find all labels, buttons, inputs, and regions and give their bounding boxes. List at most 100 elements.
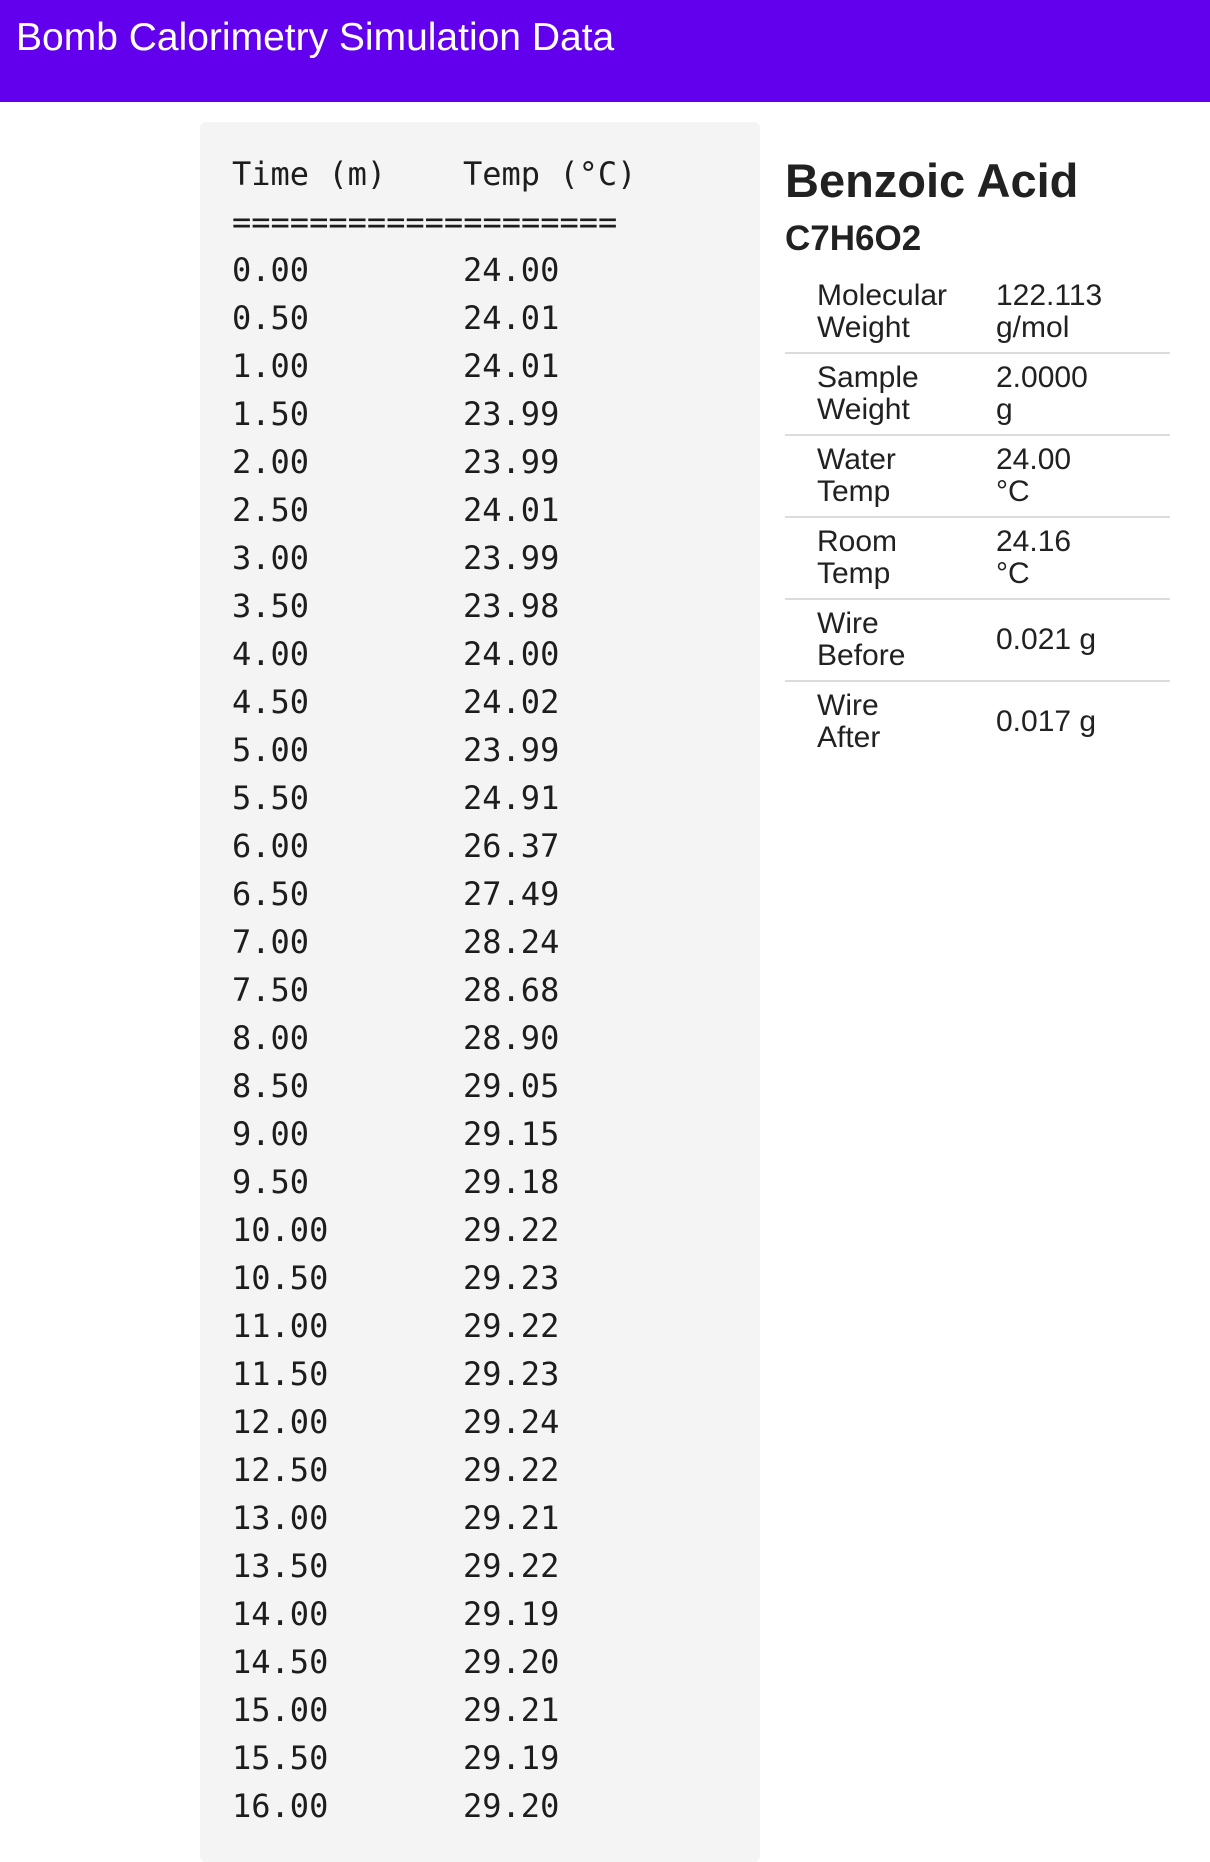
data-header-separator: ====================: [232, 203, 618, 241]
property-label-line: Wire: [817, 689, 879, 722]
data-row: 10.50 29.23: [232, 1254, 636, 1302]
temp-value: 23.99: [463, 731, 560, 769]
temp-value: 28.90: [463, 1019, 560, 1057]
data-row: 12.00 29.24: [232, 1398, 636, 1446]
compound-formula: C7H6O2: [785, 219, 922, 258]
data-row: 15.00 29.21: [232, 1686, 636, 1734]
property-label-line: Before: [817, 639, 906, 672]
property-label-line: Weight: [817, 393, 910, 426]
property-value-line: 24.00: [996, 443, 1072, 476]
data-row: 2.00 23.99: [232, 438, 636, 486]
data-row: 1.00 24.01: [232, 342, 636, 390]
property-label-line: Weight: [817, 311, 910, 344]
temp-value: 24.00: [463, 251, 560, 289]
compound-info: Benzoic Acid C7H6O2 Molecular Weight 122.1…: [785, 148, 1170, 762]
property-value-line: 2.0000: [996, 361, 1088, 394]
data-row: 16.00 29.20: [232, 1782, 636, 1830]
time-value: 10.00: [232, 1211, 329, 1249]
data-row: 9.00 29.15: [232, 1110, 636, 1158]
property-label: Room Temp: [785, 517, 990, 599]
time-value: 6.50: [232, 875, 310, 913]
temp-value: 24.01: [463, 491, 560, 529]
temp-value: 24.01: [463, 347, 560, 385]
property-value: 122.113 g/mol: [990, 272, 1170, 353]
time-value: 1.00: [232, 347, 310, 385]
temp-value: 23.98: [463, 587, 560, 625]
temp-value: 24.02: [463, 683, 560, 721]
time-value: 3.50: [232, 587, 310, 625]
property-label-line: After: [817, 721, 881, 754]
property-label: Wire After: [785, 681, 990, 762]
data-row: 9.50 29.18: [232, 1158, 636, 1206]
property-value-line: 0.017 g: [996, 705, 1097, 738]
time-value: 4.50: [232, 683, 310, 721]
property-value-line: °C: [996, 475, 1030, 508]
temp-value: 24.01: [463, 299, 560, 337]
property-label-line: Sample: [817, 361, 919, 394]
compound-name: Benzoic Acid: [785, 154, 1079, 207]
property-label: Sample Weight: [785, 353, 990, 435]
data-row: 8.50 29.05: [232, 1062, 636, 1110]
time-value: 7.50: [232, 971, 310, 1009]
temp-value: 29.18: [463, 1163, 560, 1201]
temperature-data-listing: Time (m) Temp (°C) ==================== 0…: [232, 150, 636, 1830]
temp-value: 24.91: [463, 779, 560, 817]
app-bar: Bomb Calorimetry Simulation Data: [0, 0, 1210, 102]
data-row: 5.00 23.99: [232, 726, 636, 774]
time-value: 2.50: [232, 491, 310, 529]
time-value: 13.50: [232, 1547, 329, 1585]
temp-value: 29.19: [463, 1739, 560, 1777]
property-value: 0.017 g: [990, 681, 1170, 762]
temp-value: 29.22: [463, 1451, 560, 1489]
data-header-row: Time (m) Temp (°C): [232, 150, 636, 198]
time-value: 14.50: [232, 1643, 329, 1681]
property-label-line: Temp: [817, 557, 891, 590]
data-row: 7.50 28.68: [232, 966, 636, 1014]
time-value: 11.50: [232, 1355, 329, 1393]
temp-value: 23.99: [463, 443, 560, 481]
time-column-header: Time (m): [232, 155, 387, 193]
data-row: 13.50 29.22: [232, 1542, 636, 1590]
time-value: 7.00: [232, 923, 310, 961]
time-value: 16.00: [232, 1787, 329, 1825]
data-row: 6.50 27.49: [232, 870, 636, 918]
data-row: 12.50 29.22: [232, 1446, 636, 1494]
property-value: 24.00 °C: [990, 435, 1170, 517]
time-value: 11.00: [232, 1307, 329, 1345]
data-row: 0.50 24.01: [232, 294, 636, 342]
property-value: 0.021 g: [990, 599, 1170, 681]
data-row: 7.00 28.24: [232, 918, 636, 966]
temp-value: 29.20: [463, 1643, 560, 1681]
time-value: 9.00: [232, 1115, 310, 1153]
data-row: 15.50 29.19: [232, 1734, 636, 1782]
property-label: Water Temp: [785, 435, 990, 517]
property-label-line: Water: [817, 443, 896, 476]
time-value: 3.00: [232, 539, 310, 577]
temp-value: 29.20: [463, 1787, 560, 1825]
property-row: Molecular Weight 122.113 g/mol: [785, 272, 1170, 353]
time-value: 4.00: [232, 635, 310, 673]
property-value: 2.0000 g: [990, 353, 1170, 435]
data-row: 4.00 24.00: [232, 630, 636, 678]
temp-value: 28.24: [463, 923, 560, 961]
property-label-line: Wire: [817, 607, 879, 640]
time-value: 2.00: [232, 443, 310, 481]
time-value: 6.00: [232, 827, 310, 865]
temp-value: 29.22: [463, 1211, 560, 1249]
property-value-line: g: [996, 393, 1013, 426]
data-row: 11.00 29.22: [232, 1302, 636, 1350]
data-row: 1.50 23.99: [232, 390, 636, 438]
time-value: 5.00: [232, 731, 310, 769]
property-value-line: 24.16: [996, 525, 1072, 558]
temp-value: 29.23: [463, 1355, 560, 1393]
time-value: 8.00: [232, 1019, 310, 1057]
temp-value: 29.21: [463, 1691, 560, 1729]
property-row: Water Temp 24.00 °C: [785, 435, 1170, 517]
property-row: Wire After 0.017 g: [785, 681, 1170, 762]
time-value: 9.50: [232, 1163, 310, 1201]
time-value: 15.50: [232, 1739, 329, 1777]
time-value: 1.50: [232, 395, 310, 433]
temp-column-header: Temp (°C): [463, 155, 637, 193]
temp-value: 29.23: [463, 1259, 560, 1297]
property-label: Wire Before: [785, 599, 990, 681]
